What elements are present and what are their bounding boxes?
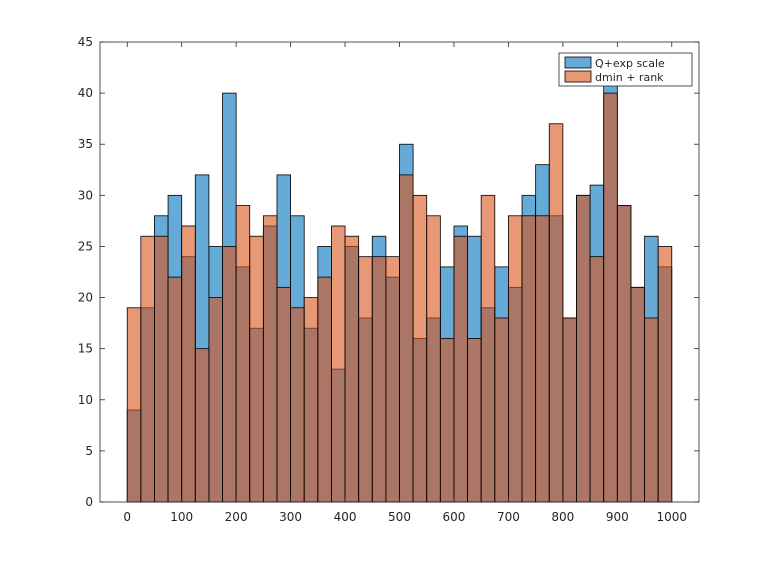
bar xyxy=(154,235,169,503)
bar xyxy=(371,256,387,503)
bar xyxy=(630,286,645,503)
y-tick-label: 30 xyxy=(78,188,93,202)
y-tick-label: 25 xyxy=(78,239,93,253)
bar xyxy=(439,338,455,503)
y-tick-label: 5 xyxy=(85,444,93,458)
legend-label: Q+exp scale xyxy=(595,57,665,70)
y-tick-label: 20 xyxy=(78,291,93,305)
bar xyxy=(385,256,400,503)
bar xyxy=(140,235,155,503)
bar xyxy=(222,246,237,503)
bar xyxy=(616,205,632,503)
bar xyxy=(290,307,305,503)
bar xyxy=(589,256,605,503)
x-tick-label: 0 xyxy=(123,510,131,524)
x-tick-label: 300 xyxy=(279,510,302,524)
bar xyxy=(521,215,537,503)
bar xyxy=(426,215,441,503)
bar xyxy=(276,286,291,503)
bar xyxy=(358,256,373,503)
bar xyxy=(303,297,319,503)
bar xyxy=(548,123,564,503)
bar xyxy=(412,194,428,503)
bar xyxy=(181,225,196,503)
y-tick-label: 10 xyxy=(78,393,93,407)
bar xyxy=(480,194,496,503)
bar xyxy=(235,205,251,503)
bar xyxy=(576,194,591,503)
bar xyxy=(194,348,210,503)
legend-swatch xyxy=(564,56,592,69)
y-tick-label: 40 xyxy=(78,86,93,100)
x-tick-label: 1000 xyxy=(656,510,687,524)
axes-layer: 0 100 200 300 400 500 600 700 800 900 1000 0 5 10 15 20… xyxy=(78,35,700,524)
y-tick-label: 35 xyxy=(78,137,93,151)
bar xyxy=(644,317,659,503)
bar xyxy=(535,215,550,503)
y-tick-label: 15 xyxy=(78,342,93,356)
bar xyxy=(399,174,414,503)
x-tick-label: 700 xyxy=(497,510,520,524)
y-tick-label: 45 xyxy=(78,35,93,49)
x-tick-label: 100 xyxy=(170,510,193,524)
x-tick-label: 400 xyxy=(334,510,357,524)
bar xyxy=(344,235,360,503)
bar xyxy=(562,317,577,503)
bar xyxy=(453,235,468,503)
bar xyxy=(494,317,509,503)
x-tick-label: 600 xyxy=(443,510,466,524)
legend-label: dmin + rank xyxy=(595,71,664,84)
bar xyxy=(317,276,332,503)
legend-swatch xyxy=(564,70,592,83)
bar xyxy=(467,338,482,503)
x-tick-label: 800 xyxy=(551,510,574,524)
bar xyxy=(508,215,523,503)
bar xyxy=(167,276,183,503)
bar xyxy=(262,215,278,503)
y-tick-label: 0 xyxy=(85,495,93,509)
x-tick-label: 500 xyxy=(388,510,411,524)
x-tick-label: 900 xyxy=(606,510,629,524)
bar xyxy=(249,235,264,503)
bar xyxy=(126,307,142,503)
bar xyxy=(603,92,618,503)
x-tick-label: 200 xyxy=(225,510,248,524)
bars-layer xyxy=(126,82,673,503)
bar xyxy=(657,246,673,503)
bar xyxy=(208,297,223,503)
bar xyxy=(331,225,346,503)
